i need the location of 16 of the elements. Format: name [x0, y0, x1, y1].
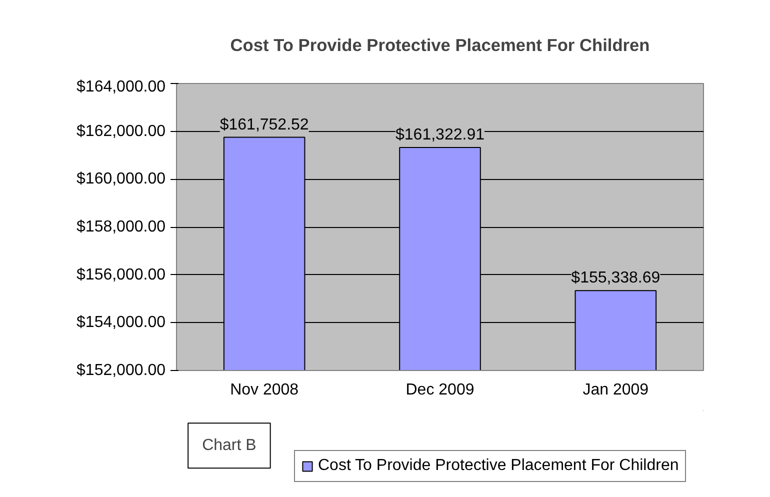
- x-tick-label: Dec 2009: [406, 382, 474, 398]
- text: Chart B: [202, 437, 256, 454]
- x-tick-label: Nov 2008: [230, 382, 299, 398]
- y-tick-label: $158,000.00: [76, 218, 166, 236]
- y-tick-label: $152,000.00: [76, 362, 166, 379]
- y-tick-label: $156,000.00: [76, 266, 166, 284]
- y-tick-label: $154,000.00: [76, 314, 166, 332]
- chart-title: Cost To Provide Protective Placement For Children: [230, 35, 650, 56]
- data-label: $161,752.52: [220, 116, 309, 134]
- x-tick-label: Jan 2009: [582, 382, 649, 398]
- data-label: $161,322.91: [396, 126, 485, 144]
- y-tick-label: $160,000.00: [76, 170, 166, 188]
- data-label: $155,338.69: [571, 270, 660, 287]
- y-tick-label: $164,000.00: [76, 78, 166, 96]
- y-tick-label: $162,000.00: [76, 122, 166, 140]
- legend-label: Cost To Provide Protective Placement For Children: [318, 457, 679, 475]
